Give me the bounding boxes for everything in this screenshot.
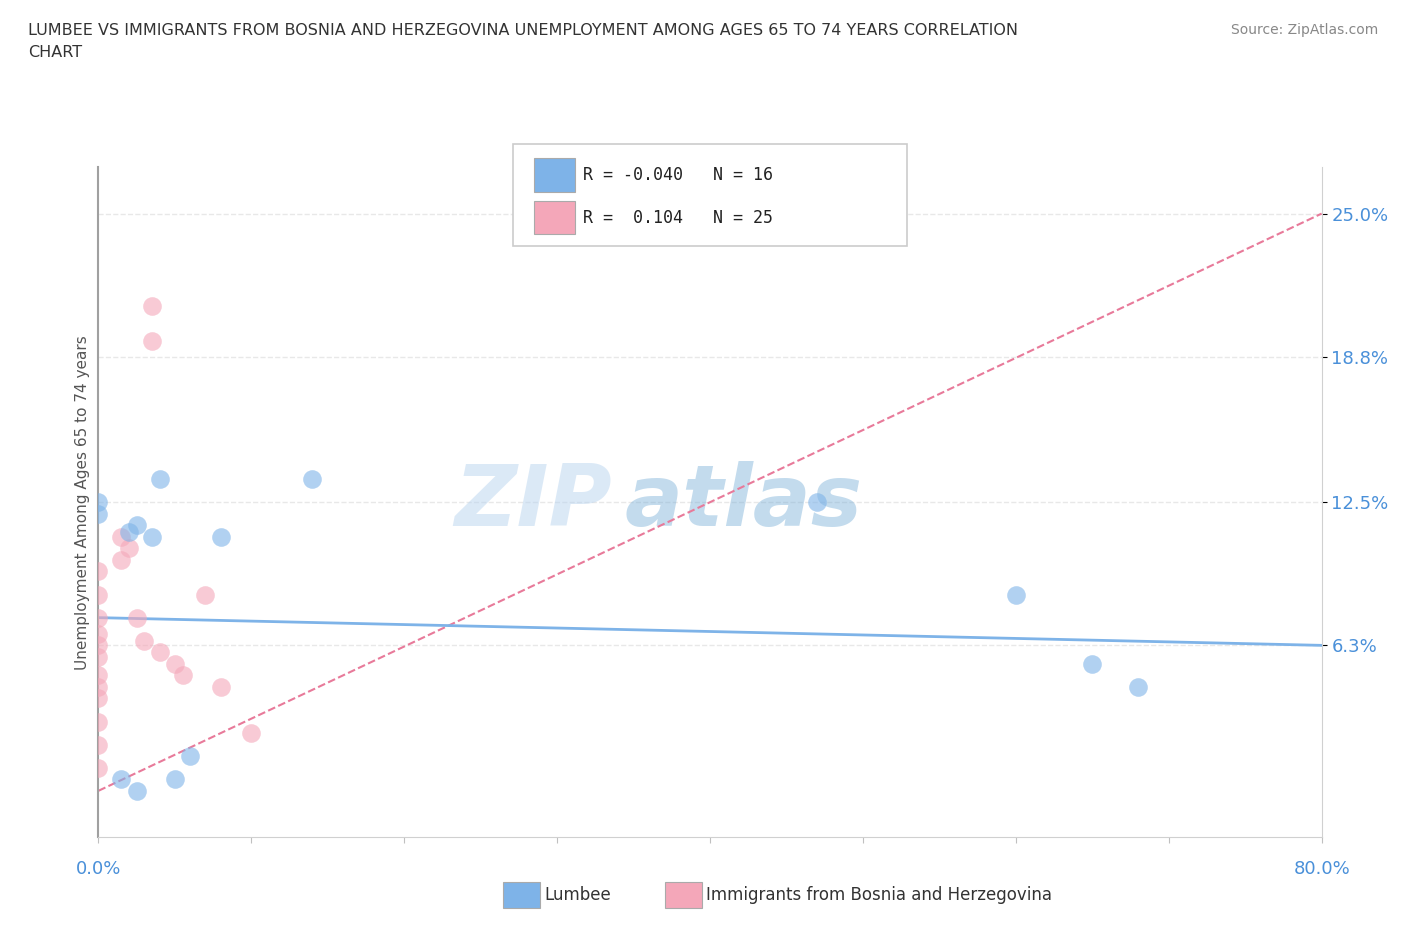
Point <box>87 714 110 729</box>
Point <box>141 333 163 348</box>
Text: LUMBEE VS IMMIGRANTS FROM BOSNIA AND HERZEGOVINA UNEMPLOYMENT AMONG AGES 65 TO 7: LUMBEE VS IMMIGRANTS FROM BOSNIA AND HER… <box>28 23 1018 38</box>
Text: 0.0%: 0.0% <box>76 860 121 878</box>
Point <box>141 529 163 544</box>
Text: 80.0%: 80.0% <box>1294 860 1350 878</box>
Point <box>1128 680 1150 695</box>
Point <box>87 495 110 510</box>
Point <box>134 633 156 648</box>
Y-axis label: Unemployment Among Ages 65 to 74 years: Unemployment Among Ages 65 to 74 years <box>75 335 90 670</box>
Point <box>149 472 172 486</box>
Point <box>110 529 132 544</box>
Point <box>179 749 201 764</box>
Point <box>87 668 110 683</box>
Point <box>87 564 110 578</box>
Point <box>172 668 194 683</box>
Point <box>125 783 148 798</box>
Point <box>87 627 110 642</box>
Text: CHART: CHART <box>28 45 82 60</box>
Text: ZIP: ZIP <box>454 460 612 544</box>
Point <box>209 680 232 695</box>
Text: atlas: atlas <box>624 460 862 544</box>
Point <box>149 644 172 659</box>
Point <box>163 772 186 787</box>
Text: R =  0.104   N = 25: R = 0.104 N = 25 <box>583 208 773 227</box>
Point <box>118 525 141 539</box>
Point <box>194 587 217 602</box>
Point <box>87 680 110 695</box>
Point <box>87 587 110 602</box>
Point <box>87 638 110 653</box>
Point <box>87 761 110 776</box>
Point <box>125 518 148 533</box>
Point <box>125 610 148 625</box>
Point <box>1081 657 1104 671</box>
Point <box>110 552 132 567</box>
Point <box>141 299 163 313</box>
Point <box>209 529 232 544</box>
Text: R = -0.040   N = 16: R = -0.040 N = 16 <box>583 166 773 184</box>
Text: Lumbee: Lumbee <box>544 885 610 904</box>
Point <box>110 772 132 787</box>
Point <box>240 725 263 740</box>
Text: Source: ZipAtlas.com: Source: ZipAtlas.com <box>1230 23 1378 37</box>
Text: Immigrants from Bosnia and Herzegovina: Immigrants from Bosnia and Herzegovina <box>706 885 1052 904</box>
Point <box>87 649 110 664</box>
Point <box>87 737 110 752</box>
Point <box>87 691 110 706</box>
Point <box>87 610 110 625</box>
Point <box>806 495 828 510</box>
Point <box>1004 587 1026 602</box>
Point <box>87 506 110 521</box>
Point <box>118 541 141 556</box>
Point <box>301 472 323 486</box>
Point <box>163 657 186 671</box>
